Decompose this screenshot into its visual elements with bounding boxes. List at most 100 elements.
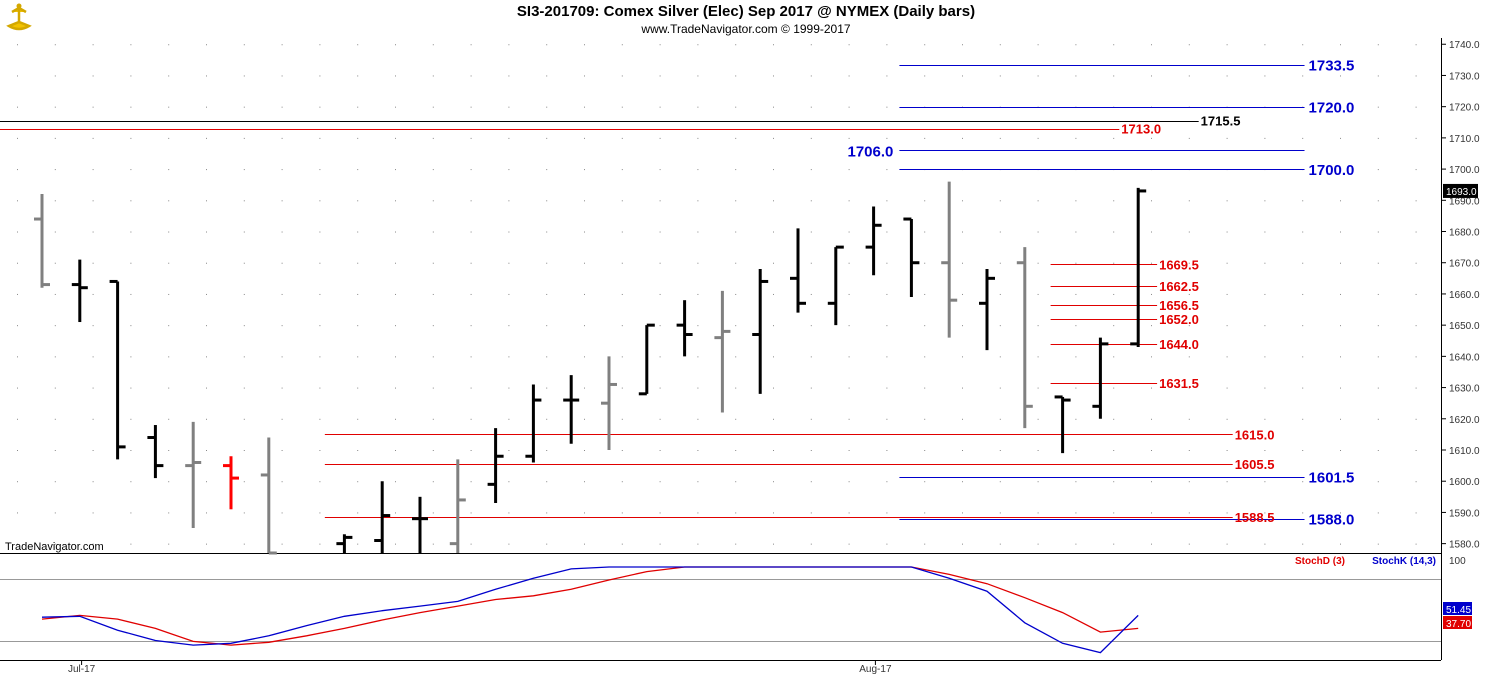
grid-dot	[810, 293, 812, 295]
ohlc-bar	[903, 217, 920, 298]
grid-dot	[1340, 262, 1341, 264]
grid-dot	[357, 137, 359, 139]
grid-dot	[621, 543, 623, 545]
grid-dot	[1113, 44, 1115, 46]
grid-dot	[1377, 356, 1379, 358]
grid-dot	[773, 44, 774, 46]
grid-dot	[508, 262, 510, 264]
grid-dot	[848, 387, 850, 389]
grid-dot	[92, 106, 94, 108]
grid-dot	[886, 44, 888, 46]
grid-dot	[54, 44, 56, 46]
level-label: 1720.0	[1309, 100, 1355, 117]
grid-dot	[357, 356, 359, 358]
grid-dot	[470, 543, 472, 545]
grid-dot	[1226, 293, 1228, 295]
grid-dot	[168, 169, 170, 171]
grid-dot	[1151, 418, 1152, 420]
grid-dot	[1075, 137, 1077, 139]
grid-dot	[1188, 418, 1190, 420]
grid-dot	[1151, 137, 1152, 139]
grid-dot	[659, 200, 661, 202]
grid-dot	[395, 418, 396, 420]
price-tick-label: 1650.0	[1449, 321, 1480, 332]
grid-dot	[999, 450, 1001, 451]
grid-dot	[886, 262, 888, 264]
grid-dot	[1075, 450, 1077, 451]
grid-dot	[1415, 106, 1417, 108]
grid-dot	[1302, 543, 1304, 545]
grid-dot	[281, 106, 283, 108]
grid-dot	[281, 325, 283, 327]
grid-dot	[999, 137, 1001, 139]
grid-dot	[508, 543, 510, 545]
grid-dot	[1188, 137, 1190, 139]
grid-dot	[1188, 75, 1190, 77]
grid-dot	[1302, 293, 1304, 295]
grid-dot	[848, 169, 850, 171]
grid-dot	[243, 169, 245, 171]
grid-dot	[810, 543, 812, 545]
grid-dot	[697, 512, 699, 514]
grid-dot	[1188, 512, 1190, 514]
grid-dot	[432, 169, 434, 171]
grid-dot	[848, 44, 850, 46]
level-label: 1713.0	[1121, 122, 1161, 137]
grid-dot	[432, 44, 434, 46]
level-label: 1656.5	[1159, 298, 1199, 313]
grid-dot	[508, 512, 510, 514]
grid-dot	[1075, 200, 1077, 202]
grid-dot	[470, 169, 472, 171]
grid-dot	[1037, 418, 1039, 420]
last-price-box	[1443, 183, 1478, 198]
level-label: 1644.0	[1159, 337, 1199, 352]
price-tick-label: 1730.0	[1449, 71, 1480, 82]
grid-dot	[1377, 481, 1379, 483]
grid-dot	[1151, 44, 1152, 46]
grid-dot	[1302, 325, 1304, 327]
grid-dot	[584, 356, 585, 358]
grid-dot	[1415, 231, 1417, 233]
grid-dot	[1075, 231, 1077, 233]
grid-dot	[432, 387, 434, 389]
grid-dot	[357, 481, 359, 483]
grid-dot	[319, 262, 321, 264]
stochastic-lines	[41, 566, 1139, 654]
grid-dot	[1226, 450, 1228, 451]
grid-dot	[1113, 293, 1115, 295]
grid-dot	[1302, 512, 1304, 514]
ohlc-bar	[827, 245, 844, 326]
grid-dot	[1264, 325, 1266, 327]
grid-dot	[697, 293, 699, 295]
grid-dot	[886, 293, 888, 295]
grid-dot	[395, 450, 396, 451]
grid-dot	[1226, 325, 1228, 327]
ohlc-bar	[374, 481, 391, 553]
grid-dot	[17, 75, 18, 77]
grid-dot	[659, 137, 661, 139]
grid-dot	[17, 106, 18, 108]
grid-dot	[735, 262, 737, 264]
grid-dot	[470, 44, 472, 46]
grid-dot	[735, 512, 737, 514]
grid-dot	[1226, 231, 1228, 233]
grid-dot	[470, 325, 472, 327]
grid-dot	[281, 543, 283, 545]
grid-dot	[1415, 200, 1417, 202]
grid-dot	[1415, 169, 1417, 171]
grid-dot	[1226, 543, 1228, 545]
grid-dot	[54, 231, 56, 233]
grid-dot	[168, 200, 170, 202]
grid-dot	[584, 418, 585, 420]
grid-dot	[1075, 512, 1077, 514]
grid-dot	[924, 231, 926, 233]
grid-dot	[432, 481, 434, 483]
grid-dot	[886, 75, 888, 77]
grid-dot	[1302, 231, 1304, 233]
ohlc-bar	[563, 375, 580, 444]
grid-dot	[17, 137, 18, 139]
grid-dot	[697, 137, 699, 139]
grid-dot	[659, 356, 661, 358]
grid-dot	[810, 481, 812, 483]
grid-dot	[584, 387, 585, 389]
